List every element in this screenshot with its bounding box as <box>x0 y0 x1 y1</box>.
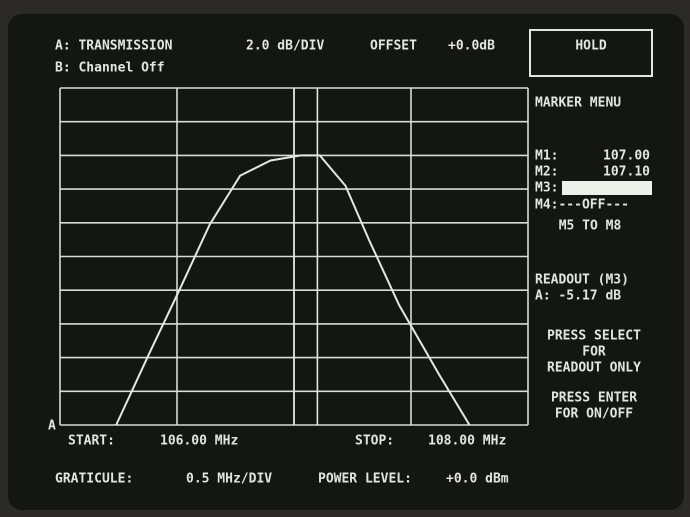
trace-a: A: TRANSMISSION <box>55 39 173 54</box>
readout-value: A: -5.17 dB <box>535 289 621 304</box>
analyzer-screen: A: TRANSMISSION 2.0 dB/DIV OFFSET +0.0dB… <box>0 0 690 517</box>
power-label: POWER LEVEL: <box>318 472 412 487</box>
m2-name: M2: <box>535 165 558 180</box>
power-value: +0.0 dBm <box>446 472 509 487</box>
select-3: READOUT ONLY <box>547 361 641 376</box>
menu-title: MARKER MENU <box>535 96 621 111</box>
m2-value: 107.10 <box>603 165 650 180</box>
readout-title: READOUT (M3) <box>535 273 629 288</box>
stop-label: STOP: <box>355 434 394 449</box>
m1-value: 107.00 <box>603 149 650 164</box>
enter-2: FOR ON/OFF <box>555 407 633 422</box>
m3-name: M3: <box>535 181 558 196</box>
select-1: PRESS SELECT <box>547 329 641 344</box>
m4: M4:---OFF--- <box>535 198 629 213</box>
trace-marker: A <box>48 419 56 434</box>
stop-value: 108.00 MHz <box>428 434 506 449</box>
graticule-value: 0.5 MHz/DIV <box>186 472 272 487</box>
offset-label: OFFSET <box>370 39 417 54</box>
start-value: 106.00 MHz <box>160 434 238 449</box>
m5-8[interactable]: M5 TO M8 <box>559 219 622 234</box>
select-2: FOR <box>582 345 606 360</box>
scale: 2.0 dB/DIV <box>246 39 324 54</box>
graticule-label: GRATICULE: <box>55 472 133 487</box>
offset-value: +0.0dB <box>448 39 495 54</box>
m1-name: M1: <box>535 149 558 164</box>
trace-b: B: Channel Off <box>55 61 165 76</box>
m3-highlight[interactable] <box>562 181 652 195</box>
start-label: START: <box>68 434 115 449</box>
enter-1: PRESS ENTER <box>551 391 637 406</box>
hold[interactable]: HOLD <box>575 39 606 54</box>
